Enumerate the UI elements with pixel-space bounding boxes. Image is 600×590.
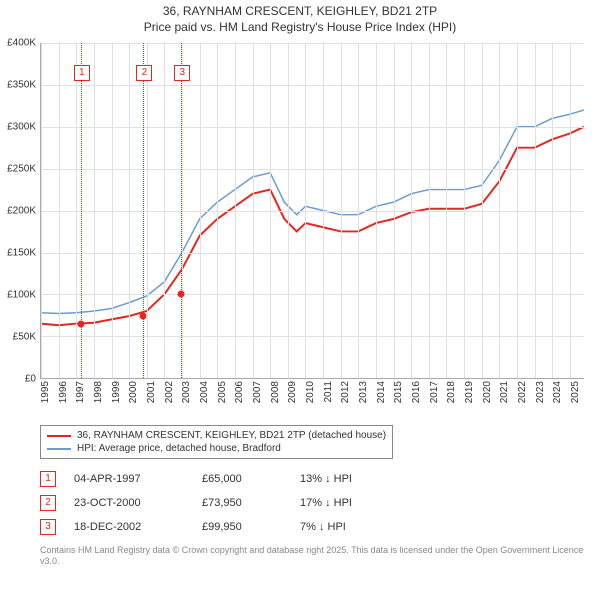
sale-price: £65,000 xyxy=(202,473,282,485)
y-tick: £300K xyxy=(7,122,36,133)
x-tick: 2003 xyxy=(181,381,192,403)
sale-delta: 13% ↓ HPI xyxy=(300,473,352,485)
sale-price: £73,950 xyxy=(202,497,282,509)
series-hpi xyxy=(41,110,584,313)
sale-point-2 xyxy=(140,313,147,320)
x-tick: 1996 xyxy=(58,381,69,403)
x-tick: 2022 xyxy=(517,381,528,403)
sale-row: 2 23-OCT-2000 £73,950 17% ↓ HPI xyxy=(40,491,594,515)
legend-swatch xyxy=(47,435,71,437)
sale-delta: 17% ↓ HPI xyxy=(300,497,352,509)
x-tick: 1995 xyxy=(40,381,51,403)
y-tick: £100K xyxy=(7,290,36,301)
x-tick: 2021 xyxy=(499,381,510,403)
y-tick: £400K xyxy=(7,38,36,49)
sale-date: 23-OCT-2000 xyxy=(74,497,184,509)
x-tick: 1997 xyxy=(75,381,86,403)
sale-date: 18-DEC-2002 xyxy=(74,521,184,533)
marker-label-3: 3 xyxy=(174,65,190,81)
title-line2: Price paid vs. HM Land Registry's House … xyxy=(6,20,594,36)
x-tick: 2013 xyxy=(358,381,369,403)
y-tick: £0 xyxy=(25,374,36,385)
x-tick: 2020 xyxy=(482,381,493,403)
attribution: Contains HM Land Registry data © Crown c… xyxy=(40,545,594,568)
x-tick: 2009 xyxy=(287,381,298,403)
x-axis: 1995 1996 1997 1998 1999 2000 2001 2002 2003 2004… xyxy=(40,379,584,419)
x-tick: 2018 xyxy=(446,381,457,403)
x-tick: 2023 xyxy=(535,381,546,403)
x-tick: 1999 xyxy=(111,381,122,403)
sale-delta: 7% ↓ HPI xyxy=(300,521,346,533)
chart-title: 36, RAYNHAM CRESCENT, KEIGHLEY, BD21 2TP… xyxy=(6,4,594,35)
sales-table: 1 04-APR-1997 £65,000 13% ↓ HPI 2 23-OCT-2000… xyxy=(40,467,594,539)
x-tick: 2012 xyxy=(340,381,351,403)
y-tick: £150K xyxy=(7,248,36,259)
x-tick: 2019 xyxy=(464,381,475,403)
x-tick: 2011 xyxy=(323,381,334,403)
y-axis: £0£50K£100K£150K£200K£250K£300K£350K£400… xyxy=(6,43,38,379)
y-tick: £200K xyxy=(7,206,36,217)
plot-area: 1 2 3 xyxy=(40,43,584,379)
marker-label-2: 2 xyxy=(136,65,152,81)
sale-marker: 2 xyxy=(40,495,56,511)
x-tick: 2025 xyxy=(570,381,581,403)
x-tick: 1998 xyxy=(93,381,104,403)
marker-label-1: 1 xyxy=(74,65,90,81)
sale-point-3 xyxy=(178,291,185,298)
sale-row: 3 18-DEC-2002 £99,950 7% ↓ HPI xyxy=(40,515,594,539)
y-tick: £50K xyxy=(13,332,36,343)
sale-point-1 xyxy=(77,320,84,327)
x-tick: 2010 xyxy=(305,381,316,403)
legend-item: HPI: Average price, detached house, Brad… xyxy=(47,442,386,455)
chart: £0 £50K £100K £150K £200K £250K £300K £350K £400… xyxy=(6,39,594,419)
x-tick: 2005 xyxy=(217,381,228,403)
legend-swatch xyxy=(47,448,71,450)
sale-price: £99,950 xyxy=(202,521,282,533)
x-tick: 2017 xyxy=(429,381,440,403)
sale-marker: 1 xyxy=(40,471,56,487)
sale-row: 1 04-APR-1997 £65,000 13% ↓ HPI xyxy=(40,467,594,491)
x-tick: 2002 xyxy=(164,381,175,403)
x-tick: 2006 xyxy=(234,381,245,403)
x-tick: 2007 xyxy=(252,381,263,403)
legend-item: 36, RAYNHAM CRESCENT, KEIGHLEY, BD21 2TP… xyxy=(47,429,386,442)
sale-marker: 3 xyxy=(40,519,56,535)
y-tick: £250K xyxy=(7,164,36,175)
x-tick: 2001 xyxy=(146,381,157,403)
legend-label: 36, RAYNHAM CRESCENT, KEIGHLEY, BD21 2TP… xyxy=(77,430,386,441)
x-tick: 2016 xyxy=(411,381,422,403)
y-tick: £350K xyxy=(7,80,36,91)
legend-label: HPI: Average price, detached house, Brad… xyxy=(77,443,281,454)
x-tick: 2000 xyxy=(128,381,139,403)
x-tick: 2008 xyxy=(270,381,281,403)
series-property xyxy=(41,127,584,326)
x-tick: 2004 xyxy=(199,381,210,403)
x-tick: 2015 xyxy=(393,381,404,403)
x-tick: 2024 xyxy=(552,381,563,403)
legend: 36, RAYNHAM CRESCENT, KEIGHLEY, BD21 2TP… xyxy=(40,425,393,459)
title-line1: 36, RAYNHAM CRESCENT, KEIGHLEY, BD21 2TP xyxy=(6,4,594,20)
x-tick: 2014 xyxy=(376,381,387,403)
sale-date: 04-APR-1997 xyxy=(74,473,184,485)
